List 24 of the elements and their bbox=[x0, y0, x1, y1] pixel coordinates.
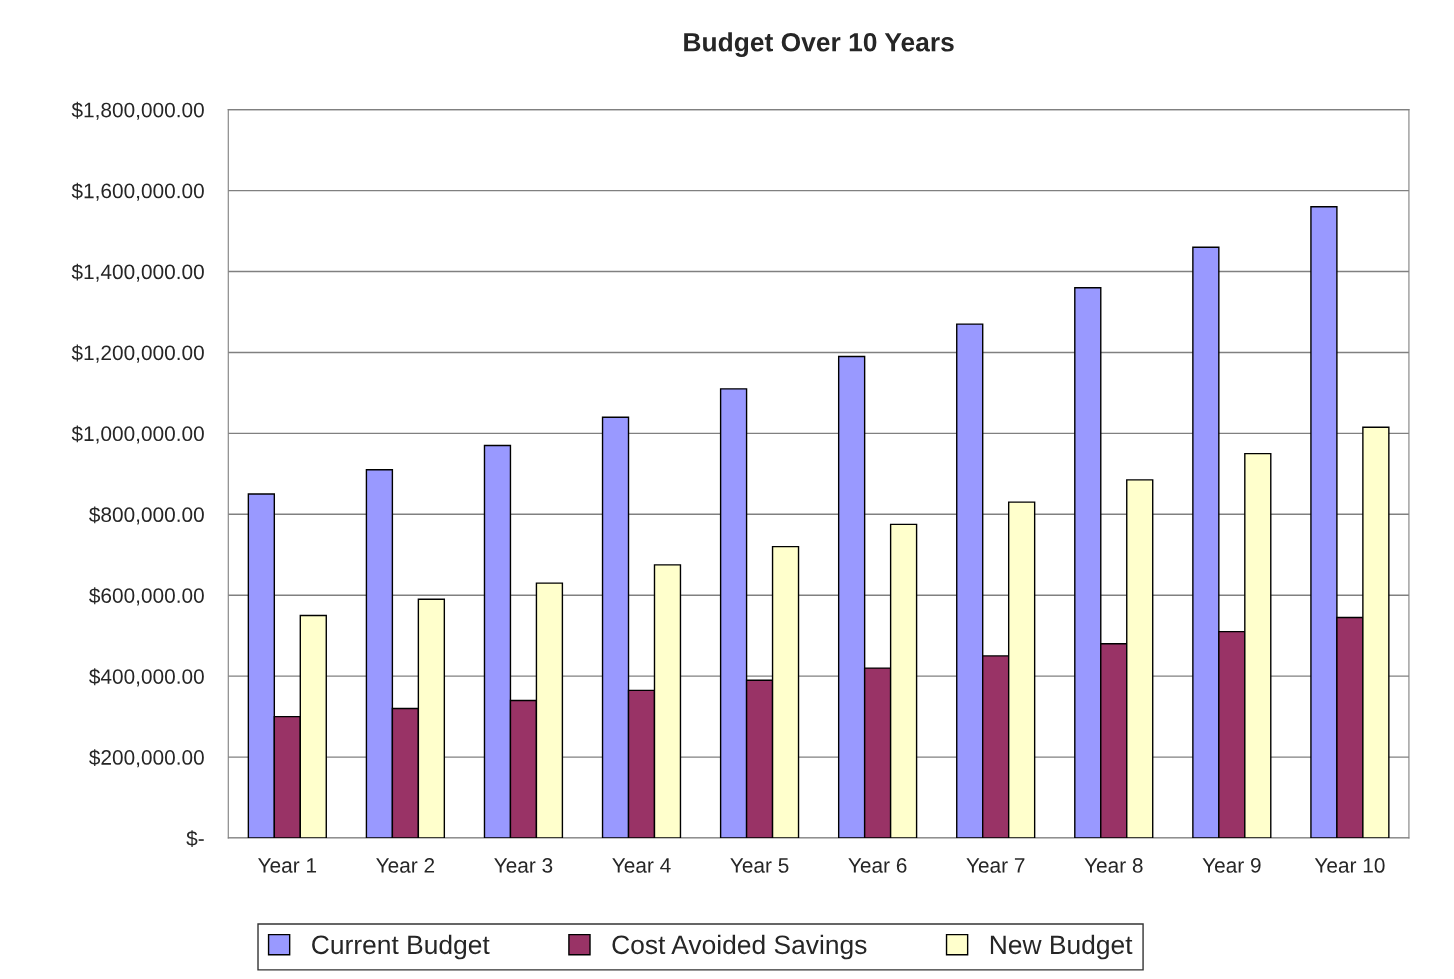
legend-label: Cost Avoided Savings bbox=[612, 934, 867, 960]
y-tick-label: $200,000.00 bbox=[89, 749, 204, 768]
x-tick-label: Year 6 bbox=[848, 858, 907, 873]
x-tick-label: Year 2 bbox=[376, 858, 435, 873]
y-tick-label: $1,600,000.00 bbox=[71, 182, 204, 201]
chart-title: Budget Over 10 Years bbox=[684, 32, 954, 57]
legend-label: Current Budget bbox=[312, 934, 490, 960]
x-tick-label: Year 3 bbox=[494, 858, 553, 873]
y-tick-label: $1,400,000.00 bbox=[71, 263, 204, 282]
x-tick-label: Year 8 bbox=[1084, 858, 1143, 873]
y-tick-label: $800,000.00 bbox=[89, 506, 204, 525]
y-tick-label: $600,000.00 bbox=[89, 587, 204, 606]
y-tick-label: $400,000.00 bbox=[89, 668, 204, 687]
y-tick-label: $1,000,000.00 bbox=[71, 425, 204, 444]
legend-label: New Budget bbox=[990, 934, 1133, 960]
x-tick-label: Year 5 bbox=[730, 858, 789, 873]
x-tick-label: Year 1 bbox=[258, 858, 317, 873]
y-tick-label: $1,200,000.00 bbox=[71, 344, 204, 363]
x-tick-label: Year 9 bbox=[1202, 858, 1261, 873]
y-tick-label: $1,800,000.00 bbox=[71, 101, 204, 120]
x-tick-label: Year 7 bbox=[966, 858, 1025, 873]
x-tick-label: Year 10 bbox=[1314, 858, 1385, 873]
x-tick-label: Year 4 bbox=[612, 858, 671, 873]
y-tick-label: $- bbox=[186, 830, 204, 848]
